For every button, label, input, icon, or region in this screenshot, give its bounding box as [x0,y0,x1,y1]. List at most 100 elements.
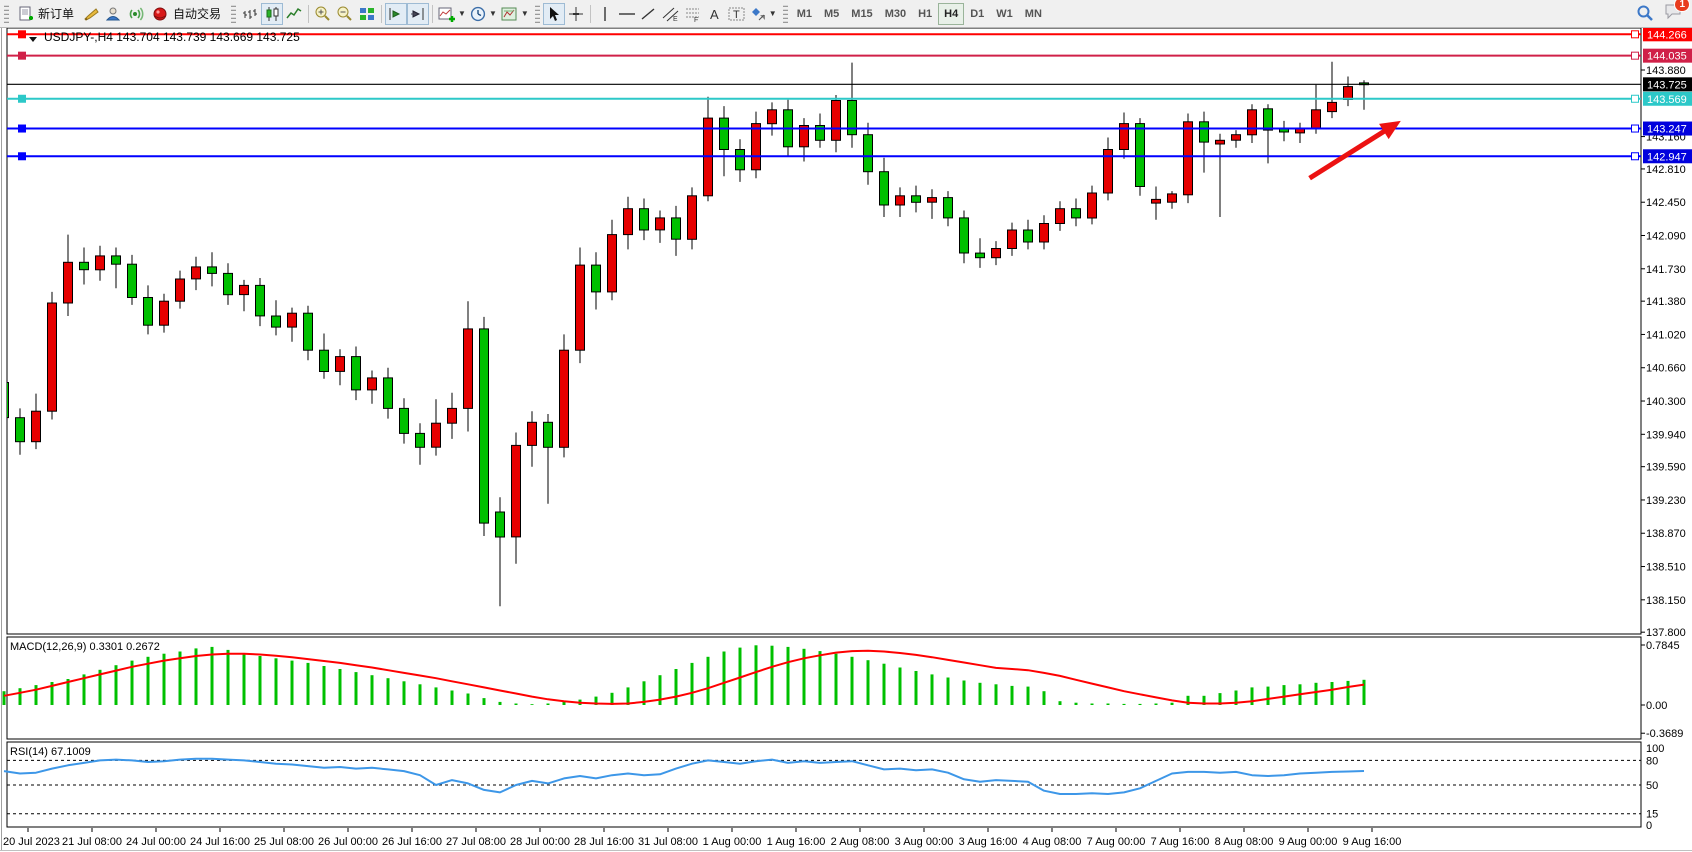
hline-handle-left[interactable] [18,152,26,161]
candle-bullish[interactable] [1231,134,1241,141]
candle-bearish[interactable] [671,217,681,240]
candle-bullish[interactable] [175,278,185,302]
candle-bearish[interactable] [863,134,873,173]
candle-bullish[interactable] [527,421,537,446]
candle-bearish[interactable] [543,421,553,448]
candle-bullish[interactable] [1151,198,1161,204]
candle-bullish[interactable] [1311,109,1321,129]
text-button[interactable]: A [704,3,726,25]
candle-bullish[interactable] [575,264,585,351]
toolbar-grip[interactable] [534,4,540,23]
channel-button[interactable]: E [660,3,682,25]
candle-bullish[interactable] [1087,192,1097,219]
candle-bearish[interactable] [79,261,89,271]
arrow-annotation-head[interactable] [1379,120,1401,140]
candle-bearish[interactable] [591,264,601,293]
candle-bearish[interactable] [815,125,825,141]
candle-bullish[interactable] [367,377,377,391]
fibonacci-button[interactable]: F [682,3,704,25]
candle-bearish[interactable] [111,255,121,265]
horizontal-line-button[interactable] [616,3,638,25]
candle-bearish[interactable] [399,407,409,434]
hline-handle-right[interactable] [1631,94,1639,103]
signal-button[interactable] [124,3,146,25]
candle-bullish[interactable] [191,266,201,280]
candle-bearish[interactable] [495,511,505,538]
toolbar-grip[interactable] [782,4,788,23]
candle-bullish[interactable] [447,407,457,424]
candle-bullish[interactable] [767,109,777,125]
candle-bullish[interactable] [431,422,441,448]
candle-bullish[interactable] [927,197,937,203]
crayon-button[interactable] [80,3,102,25]
candle-bullish[interactable] [159,300,169,326]
candle-bearish[interactable] [271,315,281,328]
candle-bullish[interactable] [623,208,633,236]
candle-bullish[interactable] [63,261,73,304]
period-button-m1[interactable]: M1 [796,7,812,20]
chart-shift-button[interactable] [407,2,430,25]
candle-bearish[interactable] [847,100,857,136]
candle-bearish[interactable] [943,197,953,219]
search-icon[interactable] [1636,4,1654,22]
candle-bullish[interactable] [655,217,665,231]
period-button-mn[interactable]: MN [1024,7,1042,20]
candle-bearish[interactable] [959,217,969,254]
candle-bearish[interactable] [351,356,361,391]
candle-bullish[interactable] [1103,149,1113,194]
macd-pane[interactable] [6,636,1642,740]
bar-chart-button[interactable] [239,3,261,25]
hline-handle-right[interactable] [1631,30,1639,39]
candle-bullish[interactable] [1343,86,1353,100]
candle-bearish[interactable] [415,432,425,448]
candle-bullish[interactable] [1215,139,1225,145]
cursor-button[interactable] [542,2,565,25]
candle-bullish[interactable] [799,125,809,148]
zoom-in-button[interactable] [312,3,334,25]
candle-bullish[interactable] [239,284,249,296]
candle-bullish[interactable] [607,234,617,293]
candle-bearish[interactable] [975,252,985,259]
candle-bearish[interactable] [15,417,25,443]
hline-handle-right[interactable] [1631,124,1639,133]
candle-bearish[interactable] [223,272,233,296]
candle-bullish[interactable] [1247,109,1257,136]
candle-bullish[interactable] [1039,223,1049,243]
hline-handle-right[interactable] [1631,152,1639,161]
candle-bearish[interactable] [319,349,329,373]
auto-scroll-button[interactable] [385,2,408,25]
candle-bearish[interactable] [1135,123,1145,187]
hline-handle-left[interactable] [18,51,26,60]
candle-bearish[interactable] [127,263,137,299]
period-button-d1[interactable]: D1 [970,7,985,20]
candle-bullish[interactable] [559,349,569,448]
indicators-button[interactable]: ▼ [436,3,468,25]
candle-bearish[interactable] [143,297,153,326]
text-label-button[interactable]: T [726,3,748,25]
candle-bearish[interactable] [735,149,745,171]
candle-bearish[interactable] [303,312,313,351]
line-chart-button[interactable] [283,3,305,25]
candle-bearish[interactable] [1023,229,1033,243]
hline-handle-right[interactable] [1631,51,1639,60]
candle-bullish[interactable] [1055,208,1065,224]
profile-button[interactable] [102,3,124,25]
candle-bearish[interactable] [639,208,649,231]
candlestick-chart-button[interactable] [261,2,284,25]
autotrade-button[interactable]: 自动交易 [146,3,227,25]
candle-bullish[interactable] [31,410,41,443]
candle-bearish[interactable] [1199,121,1209,143]
vertical-line-button[interactable] [594,3,616,25]
candle-bullish[interactable] [1119,123,1129,150]
main-pane[interactable] [6,27,1642,635]
candle-bullish[interactable] [335,356,345,372]
tile-windows-button[interactable] [356,3,378,25]
candle-bullish[interactable] [95,255,105,271]
candle-bearish[interactable] [719,117,729,150]
zoom-out-button[interactable] [334,3,356,25]
shapes-button[interactable]: ▼ [748,3,779,25]
one-click-trading-toggle-icon[interactable] [29,37,37,42]
period-button-h1[interactable]: H1 [918,7,933,20]
candle-bearish[interactable] [0,382,9,419]
